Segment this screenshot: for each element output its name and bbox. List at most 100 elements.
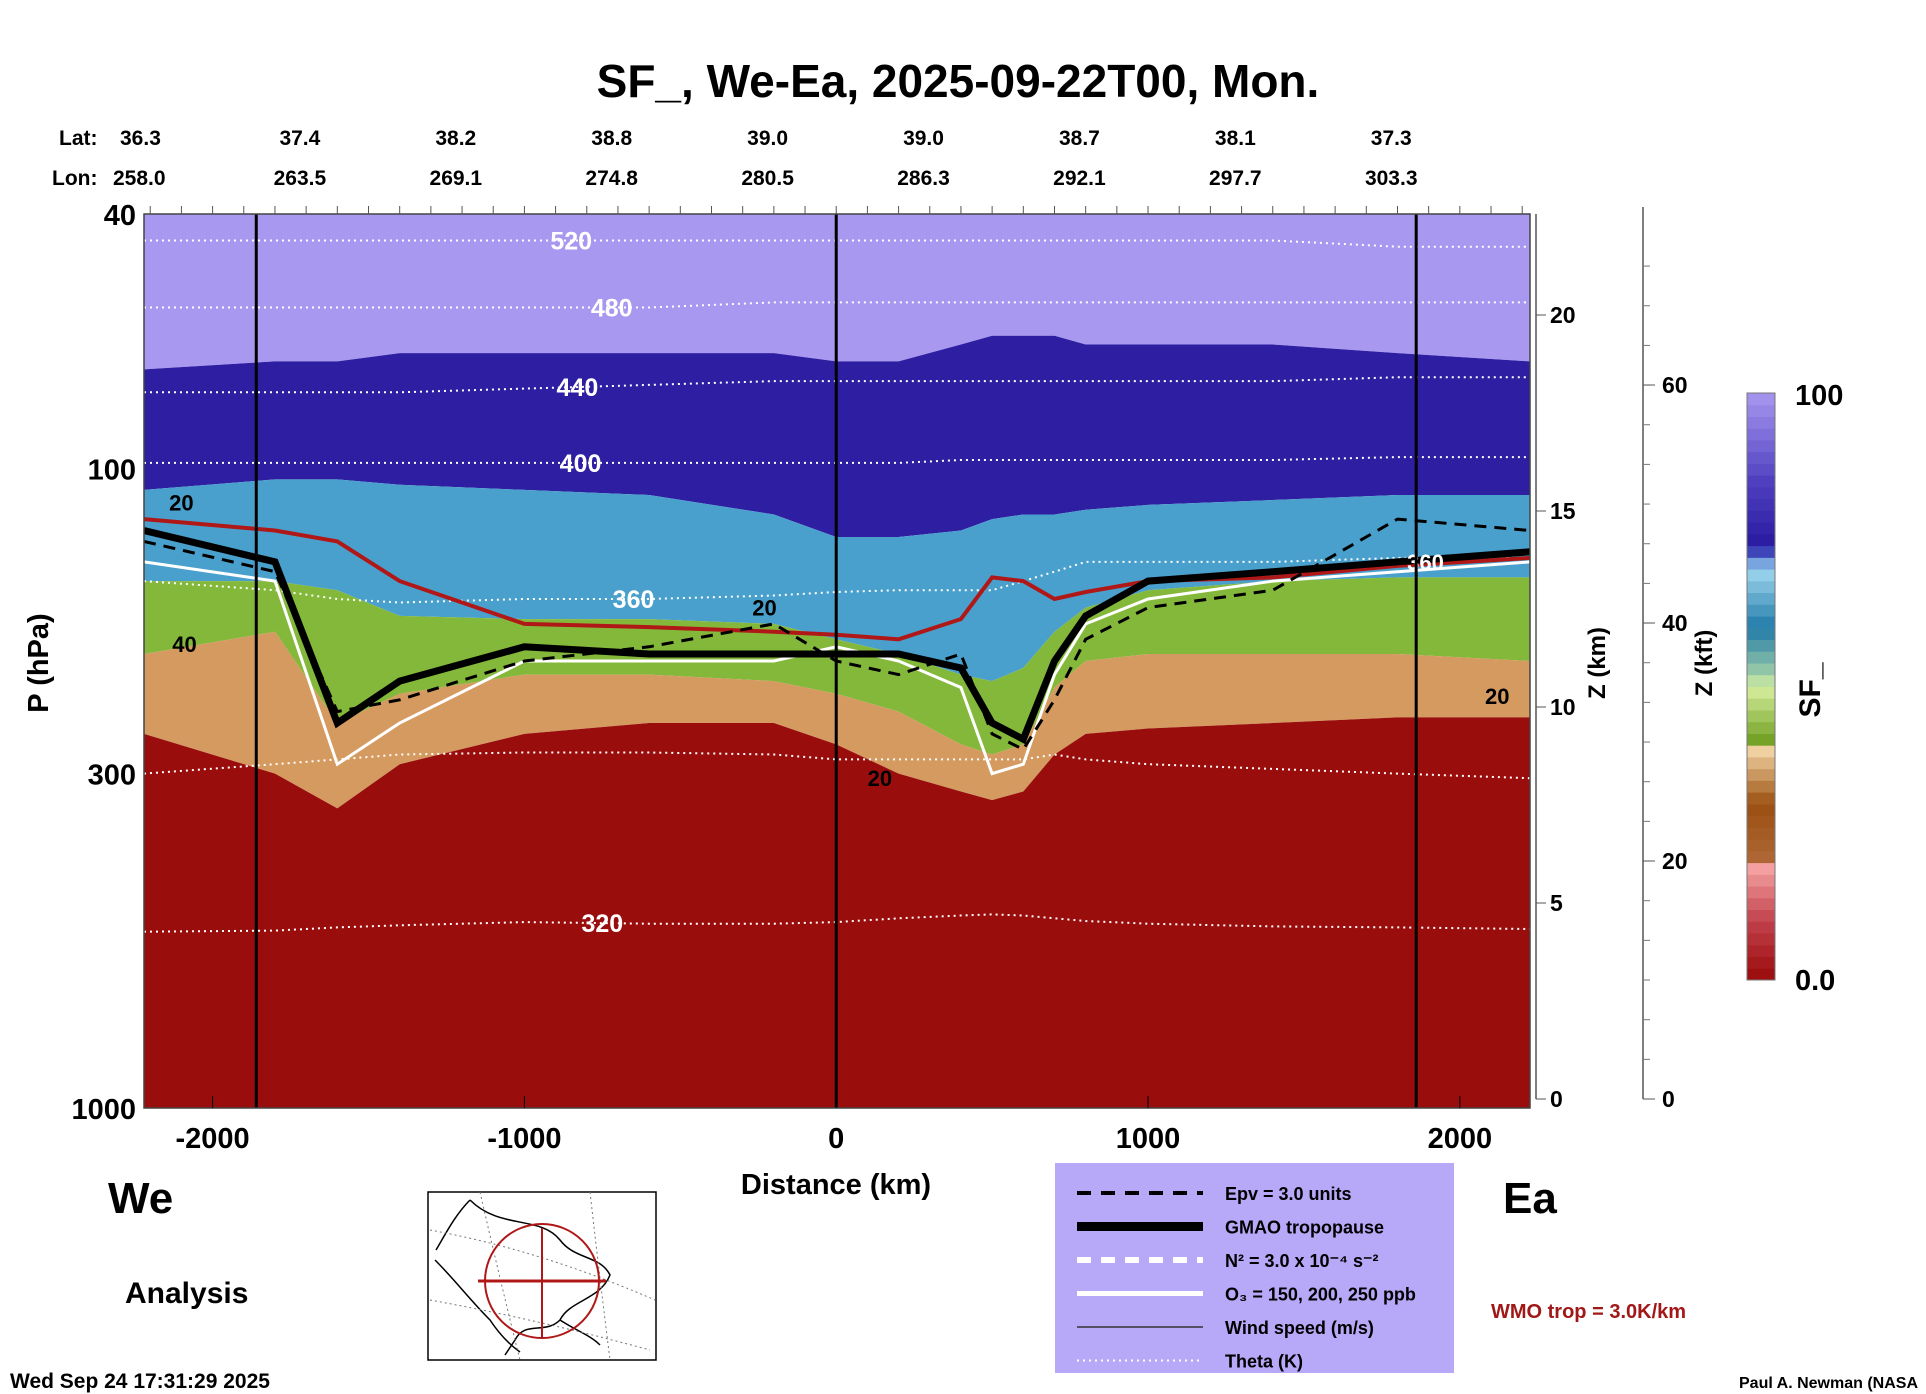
legend-item: O₃ = 150, 200, 250 ppb bbox=[1077, 1285, 1416, 1305]
colorbar-segment bbox=[1747, 580, 1775, 594]
z-km-tick-label: 5 bbox=[1550, 890, 1563, 916]
colorbar-segment bbox=[1747, 862, 1775, 875]
colorbar-segment bbox=[1747, 463, 1775, 476]
z-km-tick-label: 15 bbox=[1550, 498, 1576, 524]
colorbar-segment bbox=[1747, 616, 1775, 629]
contour-label: 20 bbox=[1485, 684, 1509, 709]
z-km-axis-label: Z (km) bbox=[1584, 627, 1611, 699]
legend-label: N² = 3.0 x 10⁻⁴ s⁻² bbox=[1225, 1251, 1378, 1271]
p-tick-label: 40 bbox=[104, 200, 136, 232]
legend-label: GMAO tropopause bbox=[1225, 1218, 1384, 1238]
colorbar-min-label: 0.0 bbox=[1795, 965, 1835, 997]
colorbar-segment bbox=[1747, 827, 1775, 840]
legend-item: Epv = 3.0 units bbox=[1077, 1184, 1352, 1204]
legend-item: N² = 3.0 x 10⁻⁴ s⁻² bbox=[1077, 1251, 1378, 1271]
colorbar-segment bbox=[1747, 604, 1775, 617]
west-label: We bbox=[108, 1174, 173, 1223]
colorbar-segment bbox=[1747, 850, 1775, 864]
colorbar-segment bbox=[1747, 756, 1775, 770]
map-coastline bbox=[434, 1199, 611, 1356]
colorbar-segment bbox=[1747, 933, 1775, 946]
x-axis-label: Distance (km) bbox=[741, 1169, 931, 1201]
lon-value: 258.0 bbox=[113, 167, 166, 190]
colorbar-segment bbox=[1747, 592, 1775, 605]
colorbar-segment bbox=[1747, 404, 1775, 417]
contour-label: 360 bbox=[1407, 550, 1444, 575]
colorbar-label: SF_ bbox=[1794, 662, 1827, 717]
ozone-line bbox=[144, 560, 1530, 776]
colorbar-segment bbox=[1747, 733, 1775, 746]
colorbar-segment bbox=[1747, 909, 1775, 922]
lon-value: 286.3 bbox=[897, 167, 950, 190]
lon-value: 269.1 bbox=[430, 167, 483, 190]
colorbar-max-label: 100 bbox=[1795, 380, 1843, 412]
colorbar-segment bbox=[1747, 569, 1775, 582]
lat-value: 39.0 bbox=[903, 127, 944, 150]
theta-line bbox=[144, 751, 1530, 780]
wmo-label: WMO trop = 3.0K/km bbox=[1491, 1301, 1686, 1323]
p-tick-label: 100 bbox=[88, 454, 136, 486]
legend-label: O₃ = 150, 200, 250 ppb bbox=[1225, 1285, 1416, 1305]
lon-value: 297.7 bbox=[1209, 167, 1262, 190]
colorbar-segment bbox=[1747, 393, 1775, 406]
lat-lon-header: Lat: Lon: 36.3 37.4 38.2 38.8 39.0 39.0 38.7 38.1… bbox=[52, 127, 1418, 190]
axes: -2000 -1000 0 1000 2000 40 100 300 1000 0 5 10 15 20 0… bbox=[71, 200, 1687, 1155]
colorbar-segment bbox=[1747, 663, 1775, 676]
x-tick-label: 0 bbox=[828, 1123, 844, 1155]
legend-box bbox=[1055, 1163, 1454, 1373]
theta-label: 400 bbox=[560, 450, 602, 478]
timestamp: Wed Sep 24 17:31:29 2025 bbox=[10, 1370, 270, 1393]
theta-label: 480 bbox=[591, 294, 633, 322]
colorbar-segment bbox=[1747, 533, 1775, 547]
colorbar-segment bbox=[1747, 745, 1775, 758]
colorbar-segment bbox=[1747, 486, 1775, 500]
colorbar-segment bbox=[1747, 709, 1775, 723]
legend-item: Wind speed (m/s) bbox=[1077, 1318, 1374, 1338]
gmao-tropopause-line bbox=[144, 527, 1530, 745]
legend: Epv = 3.0 units GMAO tropopause N² = 3.0 x… bbox=[1055, 1163, 1454, 1373]
z-kft-tick-label: 60 bbox=[1662, 372, 1688, 398]
lat-value: 36.3 bbox=[120, 127, 161, 150]
colorbar-segment bbox=[1747, 686, 1775, 699]
colorbar-segment bbox=[1747, 651, 1775, 664]
colorbar-segment bbox=[1747, 803, 1775, 817]
chart-title: SF_, We-Ea, 2025-09-22T00, Mon. bbox=[597, 55, 1320, 107]
x-tick-label: 2000 bbox=[1428, 1123, 1493, 1155]
y-axis-label: P (hPa) bbox=[23, 613, 55, 712]
colorbar-segment bbox=[1747, 674, 1775, 687]
legend-label: Epv = 3.0 units bbox=[1225, 1184, 1352, 1204]
colorbar-segment bbox=[1747, 839, 1775, 852]
colorbar-segment bbox=[1747, 897, 1775, 911]
z-kft-tick-label: 40 bbox=[1662, 610, 1688, 636]
lat-value: 38.1 bbox=[1215, 127, 1256, 150]
colorbar-segment bbox=[1747, 874, 1775, 887]
colorbar-segment bbox=[1747, 792, 1775, 805]
z-km-tick-label: 20 bbox=[1550, 302, 1576, 328]
lat-value: 37.3 bbox=[1371, 127, 1412, 150]
colorbar-segment bbox=[1747, 698, 1775, 711]
lat-value: 39.0 bbox=[747, 127, 788, 150]
theta-label: 360 bbox=[613, 586, 655, 614]
colorbar-segment bbox=[1747, 545, 1775, 558]
legend-label: Theta (K) bbox=[1225, 1352, 1303, 1372]
colorbar-segment bbox=[1747, 968, 1775, 981]
colorbar-segment bbox=[1747, 956, 1775, 969]
theta-label: 440 bbox=[557, 374, 599, 402]
theta-line bbox=[144, 913, 1530, 933]
contour-label: 20 bbox=[868, 766, 892, 791]
colorbar-segment bbox=[1747, 557, 1775, 570]
east-label: Ea bbox=[1503, 1174, 1557, 1223]
colorbar-segment bbox=[1747, 475, 1775, 488]
x-tick-label: -1000 bbox=[487, 1123, 561, 1155]
colorbar-segment bbox=[1747, 780, 1775, 793]
colorbar-segment bbox=[1747, 815, 1775, 828]
lat-label: Lat: bbox=[59, 127, 98, 150]
legend-item: Theta (K) bbox=[1077, 1352, 1303, 1372]
colorbar bbox=[1746, 392, 1776, 981]
x-tick-label: -2000 bbox=[176, 1123, 250, 1155]
z-km-tick-label: 0 bbox=[1550, 1086, 1563, 1112]
colorbar-segment bbox=[1747, 639, 1775, 652]
colorbar-segment bbox=[1747, 522, 1775, 535]
legend-label: Wind speed (m/s) bbox=[1225, 1318, 1374, 1338]
colorbar-segment bbox=[1747, 439, 1775, 453]
